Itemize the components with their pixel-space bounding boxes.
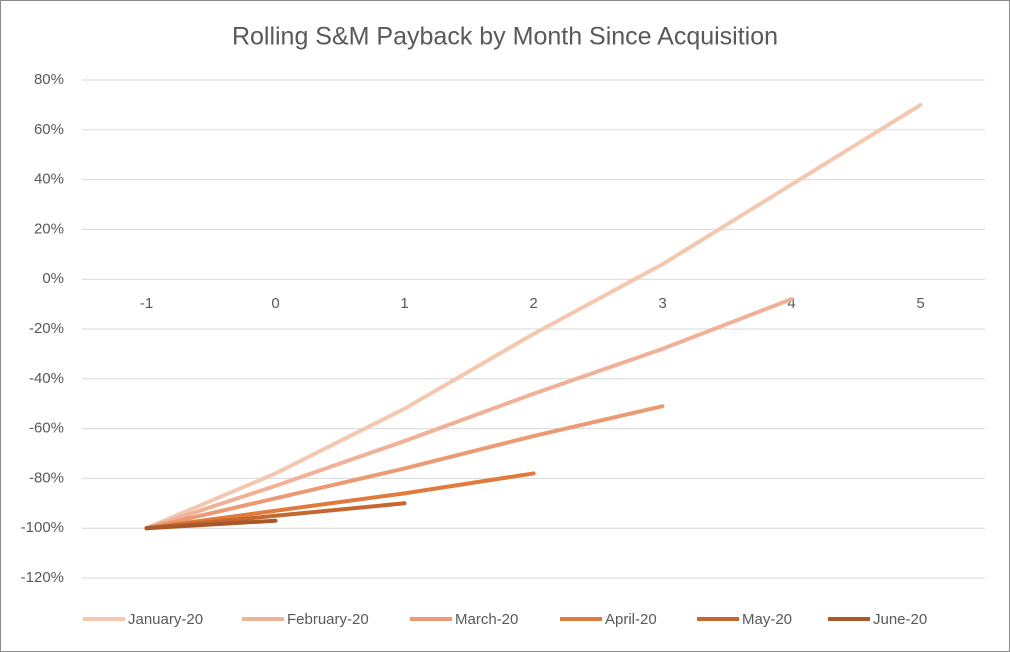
y-tick-label: -100% [21, 519, 64, 536]
x-tick-label: 4 [787, 295, 795, 312]
x-tick-label: 1 [400, 295, 408, 312]
chart-title: Rolling S&M Payback by Month Since Acqui… [232, 23, 778, 51]
y-tick-label: -20% [29, 320, 64, 337]
x-tick-label: 3 [658, 295, 666, 312]
y-tick-label: 20% [34, 220, 64, 237]
x-tick-label: -1 [140, 295, 153, 312]
legend-label: January-20 [128, 611, 203, 628]
series-line [144, 471, 536, 531]
series-line [144, 297, 794, 531]
series-line [144, 102, 923, 531]
y-tick-label: -120% [21, 569, 64, 586]
legend-label: May-20 [742, 611, 792, 628]
x-tick-label: 2 [529, 295, 537, 312]
y-tick-label: -80% [29, 469, 64, 486]
legend-label: April-20 [605, 611, 657, 628]
legend-label: June-20 [873, 611, 927, 628]
y-tick-label: -60% [29, 420, 64, 437]
legend-label: March-20 [455, 611, 518, 628]
x-tick-label: 0 [271, 295, 279, 312]
y-tick-label: 60% [34, 121, 64, 138]
y-tick-label: 40% [34, 171, 64, 188]
y-tick-label: -40% [29, 370, 64, 387]
x-tick-label: 5 [916, 295, 924, 312]
legend-label: February-20 [287, 611, 369, 628]
series-line [144, 518, 278, 531]
y-tick-label: 80% [34, 71, 64, 88]
y-tick-label: 0% [42, 270, 64, 287]
series-line [144, 404, 665, 531]
